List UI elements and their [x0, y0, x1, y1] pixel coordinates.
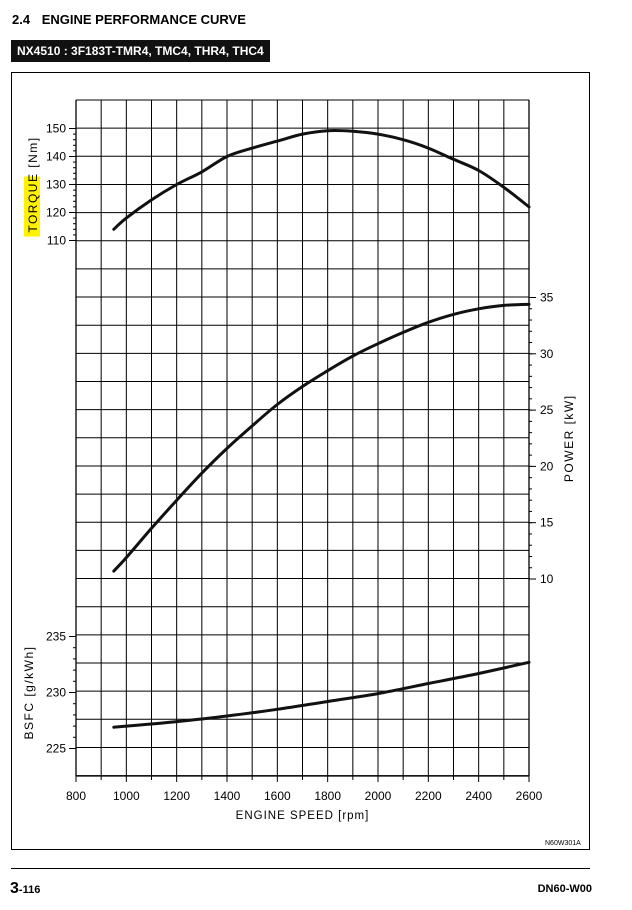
- bsfc-tick-label: 225: [46, 742, 66, 756]
- engine-performance-chart: 800 1000 1200 1400 1600 1800 2000 2200 2400 2600 E…: [22, 99, 576, 822]
- footer-divider: [11, 868, 590, 869]
- power-tick-label: 10: [540, 572, 554, 586]
- x-tick-label: 2200: [415, 789, 442, 803]
- x-tick-label: 1200: [163, 789, 190, 803]
- x-tick-label: 2000: [365, 789, 392, 803]
- torque-curve: [112, 129, 531, 231]
- model-label: NX4510 : 3F183T-TMR4, TMC4, THR4, THC4: [11, 40, 270, 62]
- power-axis-label: POWER [kW]: [562, 394, 576, 482]
- page-number: 3-116: [10, 880, 40, 898]
- page-number-major: 3: [10, 880, 19, 897]
- torque-tick-label: 150: [46, 122, 66, 136]
- page-number-minor: -116: [18, 884, 41, 896]
- document-code: DN60-W00: [537, 883, 592, 895]
- power-tick-label: 35: [540, 291, 554, 305]
- bsfc-axis-label: BSFC [g/kWh]: [22, 645, 36, 739]
- x-axis-label: ENGINE SPEED [rpm]: [236, 810, 370, 822]
- section-number: 2.4: [12, 12, 31, 27]
- x-tick-label: 2600: [516, 789, 543, 803]
- torque-axis-label: TORQUE [Nm]: [24, 136, 40, 237]
- section-title-text: ENGINE PERFORMANCE CURVE: [41, 12, 246, 27]
- torque-axis-label-text: TORQUE [Nm]: [26, 136, 40, 232]
- torque-tick-label: 140: [46, 150, 66, 164]
- torque-tick-label: 110: [47, 234, 66, 248]
- power-tick-label: 30: [540, 347, 554, 361]
- bsfc-curve: [112, 660, 531, 729]
- power-tick-label: 20: [540, 459, 554, 473]
- x-tick-label: 800: [66, 789, 86, 803]
- power-tick-label: 25: [540, 403, 554, 417]
- torque-tick-label: 120: [46, 206, 66, 220]
- torque-tick-label: 130: [46, 178, 66, 192]
- x-tick-label: 2400: [465, 789, 492, 803]
- bsfc-tick-label: 235: [46, 630, 66, 644]
- bsfc-tick-label: 230: [46, 686, 66, 700]
- x-tick-label: 1400: [214, 789, 241, 803]
- power-curve: [112, 302, 531, 573]
- x-tick-label: 1600: [264, 789, 291, 803]
- section-title: 2.4 ENGINE PERFORMANCE CURVE: [12, 12, 246, 27]
- figure-frame: [11, 72, 590, 850]
- x-tick-label: 1000: [113, 789, 140, 803]
- torque-label-highlight: [24, 176, 40, 237]
- power-tick-label: 15: [540, 516, 554, 530]
- figure-code: N60W301A: [545, 840, 581, 847]
- x-tick-label: 1800: [314, 789, 341, 803]
